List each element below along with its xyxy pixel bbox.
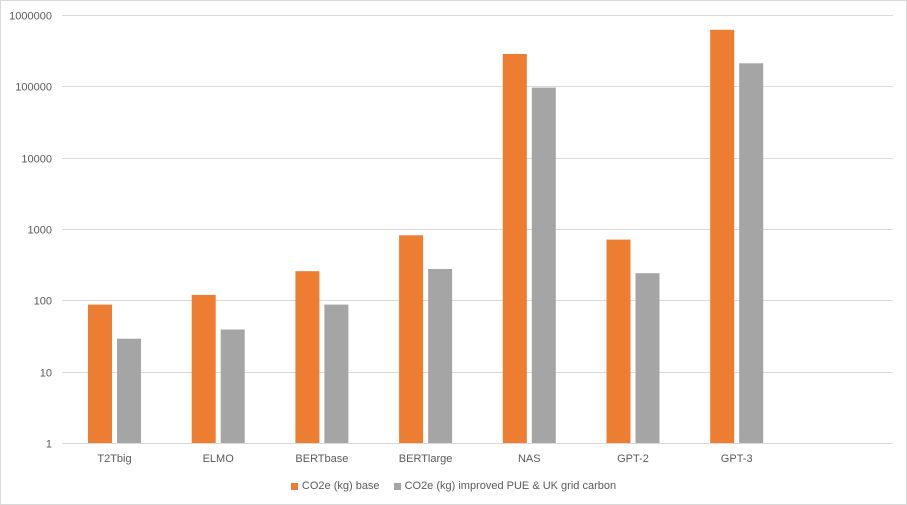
y-axis-tick-labels: 1 10 100 1000 10000 100000 1000000 (9, 11, 52, 451)
y-tick-label-10: 10 (40, 368, 52, 380)
bar-elmo-series1 (220, 329, 245, 443)
legend-label-improved: CO2e (kg) improved PUE & UK grid carbon (404, 480, 617, 492)
gridlines (62, 15, 893, 444)
bars (88, 29, 764, 444)
bar-gpt-2-series0 (606, 239, 631, 443)
bar-elmo-series0 (191, 294, 216, 443)
legend-swatch-base (290, 482, 298, 490)
bar-gpt-2-series1 (635, 273, 660, 443)
x-label-gpt-3: GPT-3 (721, 453, 753, 465)
legend-swatch-improved (393, 482, 401, 490)
legend-entry-base: CO2e (kg) base (290, 480, 380, 492)
y-tick-label-100000: 100000 (15, 82, 52, 94)
x-label-bertlarge: BERTlarge (399, 453, 453, 465)
x-axis-category-labels: T2Tbig ELMO BERTbase BERTlarge NAS GPT-2 GPT-3 (97, 453, 752, 465)
y-tick-label-1000: 1000 (28, 225, 52, 237)
y-tick-label-100: 100 (34, 296, 52, 308)
x-label-elmo: ELMO (203, 453, 235, 465)
y-tick-label-1: 1 (46, 439, 52, 451)
legend-label-base: CO2e (kg) base (301, 480, 380, 492)
bar-t2tbig-series1 (117, 338, 141, 443)
bar-gpt-3-series0 (710, 29, 735, 444)
x-label-gpt-2: GPT-2 (617, 453, 649, 465)
bar-nas-series0 (502, 54, 527, 443)
bar-bertlarge-series0 (399, 235, 424, 443)
x-label-t2tbig: T2Tbig (97, 453, 131, 465)
bar-gpt-3-series1 (739, 63, 764, 444)
y-tick-label-1000000: 1000000 (9, 11, 52, 23)
x-label-bertbase: BERTbase (295, 453, 348, 465)
bar-nas-series1 (531, 87, 556, 443)
legend: CO2e (kg) base CO2e (kg) improved PUE & … (0, 478, 907, 494)
x-label-nas: NAS (518, 453, 541, 465)
bar-t2tbig-series0 (88, 304, 112, 443)
bar-bertlarge-series1 (428, 269, 453, 443)
legend-entry-improved: CO2e (kg) improved PUE & UK grid carbon (393, 480, 617, 492)
y-tick-label-10000: 10000 (21, 154, 52, 166)
bar-bertbase-series1 (324, 304, 349, 443)
bar-bertbase-series0 (295, 271, 320, 443)
